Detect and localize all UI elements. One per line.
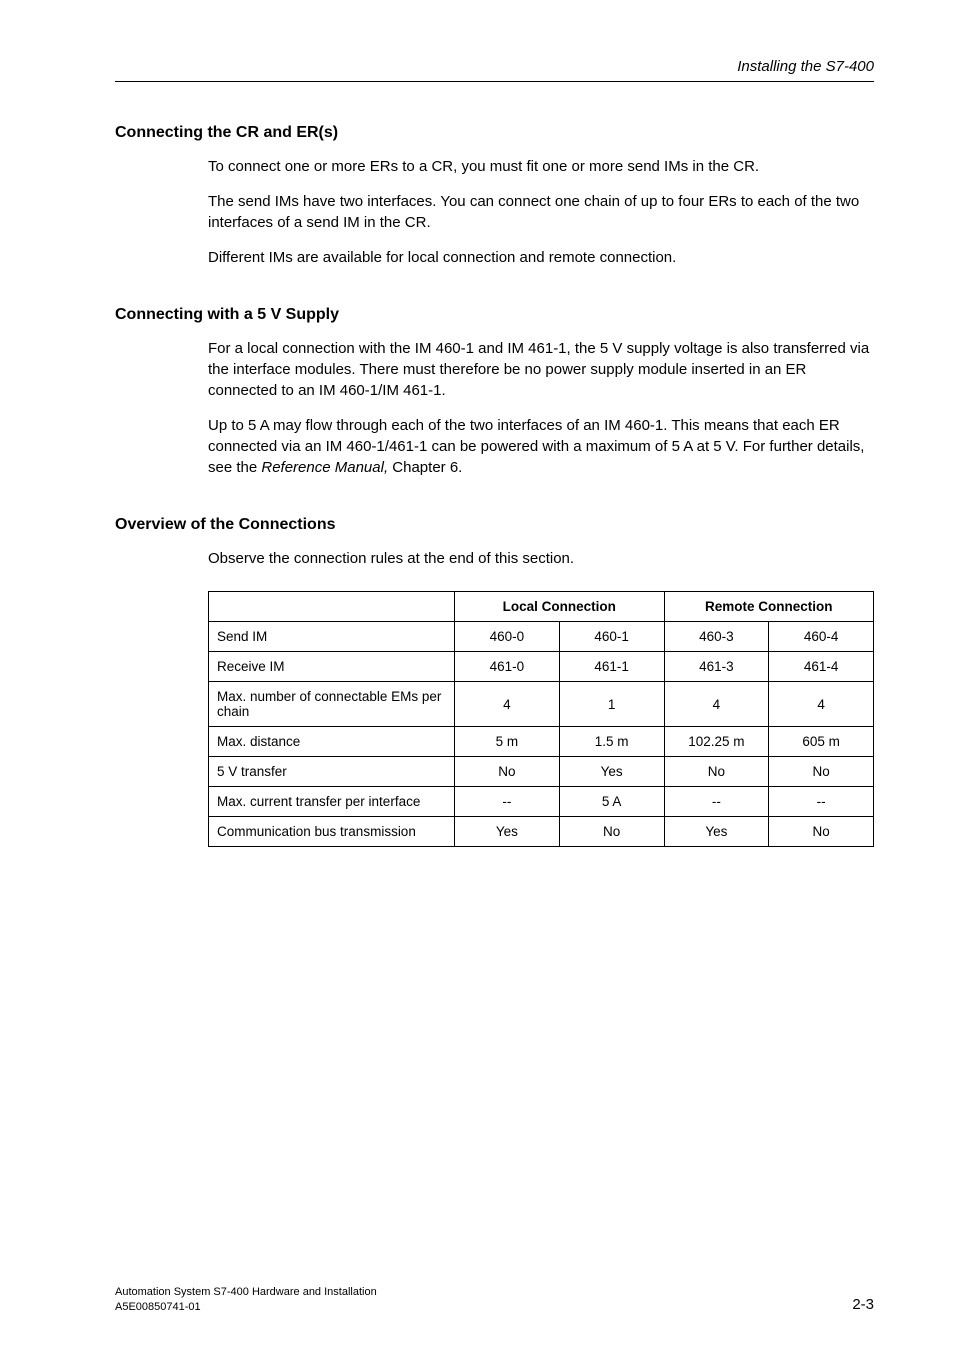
table-header-remote: Remote Connection xyxy=(664,592,873,622)
table-cell: Yes xyxy=(559,757,664,787)
table-cell-label: Max. current transfer per interface xyxy=(209,787,455,817)
section-heading: Overview of the Connections xyxy=(115,516,874,534)
table-cell: 4 xyxy=(664,682,769,727)
table-cell-label: Max. distance xyxy=(209,727,455,757)
table-header-blank xyxy=(209,592,455,622)
footer-line2: A5E00850741-01 xyxy=(115,1300,874,1314)
table-cell: 1 xyxy=(559,682,664,727)
table-cell: 461-1 xyxy=(559,652,664,682)
table-row: Send IM 460-0 460-1 460-3 460-4 xyxy=(209,622,874,652)
reference-title: Reference Manual, xyxy=(261,459,388,476)
table-cell: 461-0 xyxy=(455,652,560,682)
body-paragraph: To connect one or more ERs to a CR, you … xyxy=(208,156,874,177)
table-cell: 102.25 m xyxy=(664,727,769,757)
table-cell-label: Receive IM xyxy=(209,652,455,682)
body-paragraph: Different IMs are available for local co… xyxy=(208,247,874,268)
connections-table: Local Connection Remote Connection Send … xyxy=(208,591,874,847)
body-paragraph: The send IMs have two interfaces. You ca… xyxy=(208,191,874,233)
body-paragraph: For a local connection with the IM 460-1… xyxy=(208,338,874,401)
table-cell: Yes xyxy=(455,817,560,847)
section-heading: Connecting the CR and ER(s) xyxy=(115,124,874,142)
table-cell: 605 m xyxy=(769,727,874,757)
running-title: Installing the S7-400 xyxy=(737,58,874,75)
table-cell: Yes xyxy=(664,817,769,847)
table-cell: 461-3 xyxy=(664,652,769,682)
table-cell: 1.5 m xyxy=(559,727,664,757)
table-cell: 5 m xyxy=(455,727,560,757)
table-cell-label: Max. number of connectable EMs per chain xyxy=(209,682,455,727)
table-cell: 4 xyxy=(769,682,874,727)
table-cell: 460-0 xyxy=(455,622,560,652)
table-cell-label: Communication bus transmission xyxy=(209,817,455,847)
table-cell: No xyxy=(769,817,874,847)
table-cell: -- xyxy=(769,787,874,817)
table-cell: 460-1 xyxy=(559,622,664,652)
section-connecting-cr-er: Connecting the CR and ER(s) To connect o… xyxy=(115,124,874,268)
connections-table-wrap: Local Connection Remote Connection Send … xyxy=(208,591,874,847)
footer-line1: Automation System S7-400 Hardware and In… xyxy=(115,1285,874,1299)
section-overview-connections: Overview of the Connections Observe the … xyxy=(115,516,874,847)
table-cell: No xyxy=(455,757,560,787)
table-cell: 460-4 xyxy=(769,622,874,652)
table-header-row: Local Connection Remote Connection xyxy=(209,592,874,622)
table-row: Max. number of connectable EMs per chain… xyxy=(209,682,874,727)
table-row: Receive IM 461-0 461-1 461-3 461-4 xyxy=(209,652,874,682)
table-row: Max. distance 5 m 1.5 m 102.25 m 605 m xyxy=(209,727,874,757)
body-paragraph: Up to 5 A may flow through each of the t… xyxy=(208,415,874,478)
page-footer: Automation System S7-400 Hardware and In… xyxy=(115,1285,874,1314)
table-cell: No xyxy=(559,817,664,847)
table-cell: -- xyxy=(664,787,769,817)
table-cell: -- xyxy=(455,787,560,817)
section-heading: Connecting with a 5 V Supply xyxy=(115,306,874,324)
page-number: 2-3 xyxy=(852,1295,874,1315)
table-cell: 5 A xyxy=(559,787,664,817)
table-cell: 460-3 xyxy=(664,622,769,652)
table-cell: No xyxy=(664,757,769,787)
table-cell-label: 5 V transfer xyxy=(209,757,455,787)
table-row: Communication bus transmission Yes No Ye… xyxy=(209,817,874,847)
table-row: Max. current transfer per interface -- 5… xyxy=(209,787,874,817)
table-cell: 4 xyxy=(455,682,560,727)
body-paragraph: Observe the connection rules at the end … xyxy=(208,548,874,569)
table-cell-label: Send IM xyxy=(209,622,455,652)
table-row: 5 V transfer No Yes No No xyxy=(209,757,874,787)
table-cell: 461-4 xyxy=(769,652,874,682)
body-text-span: Chapter 6. xyxy=(388,459,462,476)
table-header-local: Local Connection xyxy=(455,592,664,622)
running-header: Installing the S7-400 xyxy=(115,58,874,82)
section-connecting-5v: Connecting with a 5 V Supply For a local… xyxy=(115,306,874,478)
table-cell: No xyxy=(769,757,874,787)
